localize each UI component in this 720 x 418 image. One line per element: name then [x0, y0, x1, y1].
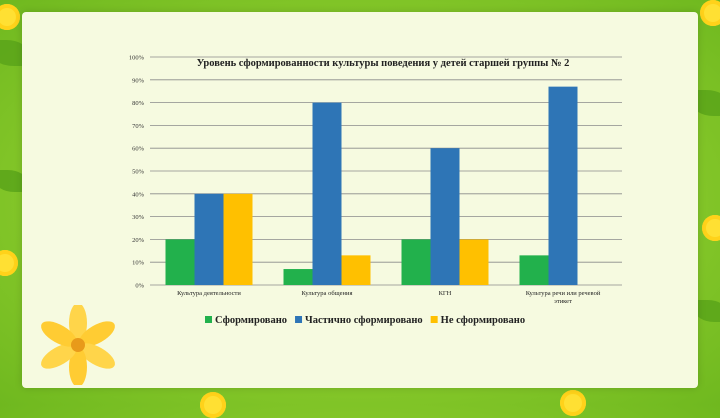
x-tick-label: КГН: [439, 290, 452, 297]
bar: [283, 269, 313, 285]
x-tick-label: Культура общения: [302, 290, 353, 297]
legend-swatch: [430, 316, 438, 323]
legend-swatch: [295, 316, 303, 323]
bar: [548, 86, 578, 285]
x-tick-label: Культура деятельности: [177, 290, 241, 297]
y-tick-label: 80%: [132, 100, 145, 107]
legend: Сформировано Частично сформировано Не сфор…: [205, 315, 525, 326]
bar: [194, 193, 224, 285]
y-tick-label: 20%: [132, 237, 145, 244]
y-tick-label: 0%: [135, 283, 144, 290]
y-tick-label: 10%: [132, 260, 145, 267]
y-tick-label: 40%: [132, 191, 145, 198]
bar: [401, 239, 431, 285]
legend-label: Сформировано: [215, 315, 287, 326]
x-tick-label: Культура речи или речевой этикет: [526, 290, 601, 305]
leaf-decoration: [0, 170, 28, 192]
bar: [430, 148, 460, 285]
bar: [223, 193, 253, 285]
y-tick-label: 50%: [132, 169, 145, 176]
x-axis: Культура деятельности Культура общения КГН…: [177, 290, 601, 305]
y-tick-label: 100%: [129, 55, 145, 62]
y-axis: 0% 10% 20% 30% 40% 50% 60% 70% 80% 90% 100%: [129, 55, 145, 290]
lily-flower-icon: [41, 305, 115, 385]
leaf-decoration: [694, 300, 720, 322]
flower-decoration: [700, 0, 720, 26]
bar: [312, 102, 342, 285]
flower-decoration: [0, 250, 18, 276]
legend-label: Частично сформировано: [305, 315, 423, 326]
bars: [165, 86, 578, 285]
slide-panel: [22, 12, 698, 388]
bar: [165, 239, 195, 285]
flower-decoration: [0, 4, 20, 30]
bar-chart: Уровень сформированности культуры поведе…: [129, 55, 622, 326]
y-tick-label: 30%: [132, 214, 145, 221]
chart-title: Уровень сформированности культуры поведе…: [197, 58, 570, 69]
legend-label: Не сформировано: [441, 315, 525, 326]
y-tick-label: 90%: [132, 77, 145, 84]
bar: [459, 239, 489, 285]
bar: [341, 255, 371, 285]
y-tick-label: 60%: [132, 146, 145, 153]
legend-swatch: [205, 316, 212, 323]
flower-decoration: [702, 215, 720, 241]
y-tick-label: 70%: [132, 123, 145, 130]
bar: [519, 255, 549, 285]
